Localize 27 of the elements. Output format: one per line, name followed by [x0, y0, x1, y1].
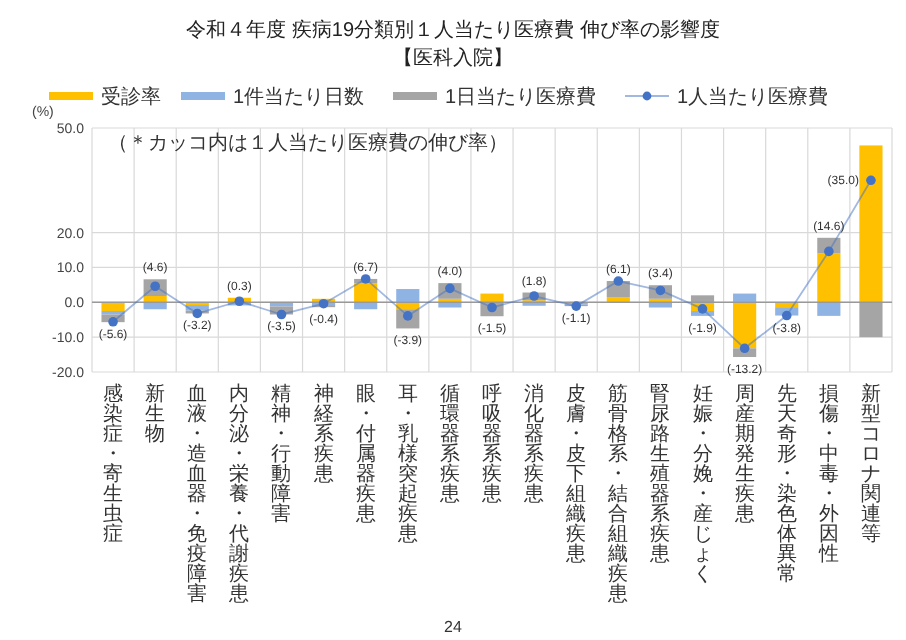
- x-tick-label: 眼・付属器疾患: [355, 384, 376, 526]
- legend-label: 受診率: [101, 85, 161, 109]
- x-tick-label: 妊娠・分娩・産じょく: [692, 384, 713, 586]
- x-tick-label: 内分泌・栄養・代謝疾患: [229, 384, 250, 606]
- legend-label: 1人当たり医療費: [677, 85, 829, 109]
- x-tick-label: 呼吸器系疾患: [482, 384, 502, 506]
- x-tick-label: 新生物: [145, 384, 166, 446]
- x-tick-label: 先天奇形・染色体異常: [776, 384, 797, 586]
- x-tick-label: 腎尿路生殖器系疾患: [650, 384, 671, 566]
- x-tick-label: 感染症・寄生虫症: [103, 384, 124, 546]
- x-tick-label: 筋骨格系・結合組織疾患: [608, 384, 629, 606]
- x-tick-label: 神経系疾患: [313, 384, 334, 486]
- x-tick-label: 消化器系疾患: [524, 384, 545, 506]
- chart-title: 令和４年度 疾病19分類別１人当たり医療費 伸び率の影響度: [186, 18, 720, 42]
- chart-subtitle: 【医科入院】: [393, 46, 513, 70]
- x-tick-label: 循環器系疾患: [439, 384, 460, 506]
- x-tick-label: 精神・行動障害: [271, 384, 292, 526]
- x-tick-label: 周産期発生疾患: [734, 384, 755, 526]
- legend-label: 1件当たり日数: [233, 85, 365, 109]
- annotation: （＊カッコ内は１人当たり医療費の伸び率）: [108, 130, 508, 155]
- x-tick-label: 血液・造血器・免疫障害: [187, 384, 208, 606]
- text: 24: [444, 618, 463, 636]
- x-tick-label: 損傷・中毒・外因性: [818, 384, 839, 566]
- x-tick-label: 耳・乳様突起疾患: [397, 384, 418, 546]
- legend-label: 1日当たり医療費: [445, 85, 597, 109]
- x-tick-label: 皮膚・皮下組織疾患: [566, 384, 587, 566]
- x-tick-label: 新型コロナ関連等: [860, 384, 881, 546]
